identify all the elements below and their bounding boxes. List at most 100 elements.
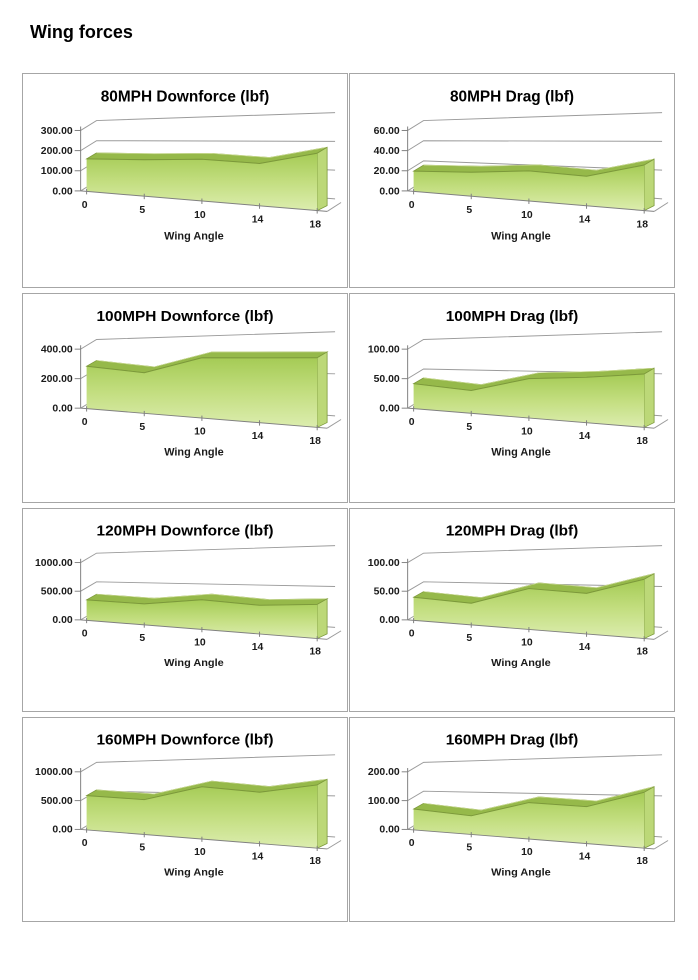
floor-right-edge (326, 840, 342, 850)
chart-panel[interactable]: 160MPH Downforce (lbf) 0.00 500.00 1000.00 0… (22, 717, 348, 922)
floor-right-edge (653, 202, 669, 212)
x-tick-label: 14 (579, 431, 591, 442)
area-side-face (643, 367, 655, 429)
x-tick-label: 5 (466, 843, 472, 854)
y-tick-label: 0.00 (379, 615, 400, 626)
x-tick-label: 10 (521, 427, 533, 438)
area-front-edge (413, 791, 645, 817)
y-tick-label: 0.00 (379, 825, 400, 836)
y-tick-label: 0.00 (379, 404, 400, 415)
gridline (407, 581, 663, 592)
chart-panel[interactable]: 80MPH Downforce (lbf) 0.00 100.00 200.00 300… (22, 73, 348, 288)
gridline (407, 790, 663, 802)
x-tick-label: 5 (466, 422, 472, 433)
x-axis-label: Wing Angle (491, 230, 551, 242)
gridline (407, 160, 663, 172)
x-axis-line (80, 828, 328, 850)
area-top-highlight (423, 158, 655, 171)
y-tick-label: 40.00 (374, 146, 400, 157)
page-title: Wing forces (30, 22, 133, 42)
x-axis-line (407, 407, 655, 429)
chart-title: 100MPH Downforce (lbf) (96, 308, 273, 325)
area-series (86, 153, 318, 211)
x-tick-label: 0 (82, 838, 88, 849)
area-top-highlight (96, 146, 328, 158)
chart-panel[interactable]: 160MPH Drag (lbf) 0.00 100.00 200.00 0 5 10 14 1… (349, 717, 675, 922)
gridline (407, 331, 663, 350)
y-tick-label: 200.00 (41, 146, 73, 157)
x-axis-label: Wing Angle (164, 230, 224, 242)
chart-title: 80MPH Drag (lbf) (450, 89, 574, 106)
chart-panel[interactable]: 80MPH Drag (lbf) 0.00 20.00 40.00 60.00 0 5 10 1… (349, 73, 675, 288)
chart-panel[interactable]: 100MPH Downforce (lbf) 0.00 200.00 400.00 0 5… (22, 293, 348, 503)
x-axis-label: Wing Angle (164, 657, 224, 669)
area-chart-svg: 100MPH Downforce (lbf) 0.00 200.00 400.00 0 5… (41, 308, 342, 459)
chart-panel[interactable]: 100MPH Drag (lbf) 0.00 50.00 100.00 0 5 10 14 18… (349, 293, 675, 503)
y-tick-label: 50.00 (374, 374, 400, 385)
x-tick-label: 10 (521, 638, 533, 649)
x-tick-label: 18 (309, 647, 321, 658)
x-tick-label: 18 (309, 219, 321, 230)
gridline (80, 140, 336, 152)
x-tick-label: 14 (252, 215, 264, 226)
x-tick-label: 10 (194, 210, 206, 221)
y-tick-label: 100.00 (368, 345, 400, 356)
x-axis-line (407, 619, 655, 640)
area-front-edge (413, 164, 645, 177)
gridline (407, 754, 663, 773)
x-tick-label: 18 (636, 436, 648, 447)
area-chart-svg: 100MPH Drag (lbf) 0.00 50.00 100.00 0 5 10 14 18… (368, 308, 669, 459)
chart-title: 120MPH Downforce (lbf) (97, 523, 274, 540)
gridline (80, 331, 336, 350)
x-tick-label: 18 (636, 856, 648, 867)
x-tick-label: 14 (579, 215, 591, 226)
y-tick-label: 100.00 (368, 796, 400, 807)
area-side-face (316, 598, 328, 640)
area-top-highlight (423, 573, 655, 598)
x-axis-line (80, 619, 328, 640)
floor-right-edge (326, 202, 342, 212)
gridline (80, 754, 336, 773)
x-tick-label: 0 (82, 417, 88, 428)
y-tick-label: 200.00 (41, 374, 73, 385)
gridline (80, 112, 336, 131)
area-top-highlight (423, 786, 655, 811)
y-tick-label: 100.00 (41, 166, 73, 177)
y-tick-label: 0.00 (379, 186, 399, 197)
chart-panel[interactable]: 120MPH Drag (lbf) 0.00 50.00 100.00 0 5 10 14 18… (349, 508, 675, 712)
area-front-edge (86, 152, 318, 164)
area-series (86, 357, 318, 428)
area-side-face (643, 785, 655, 849)
x-tick-label: 18 (636, 647, 648, 658)
floor-right-edge (653, 840, 669, 850)
area-chart-svg: 160MPH Drag (lbf) 0.00 100.00 200.00 0 5 10 14 1… (368, 732, 669, 879)
chart-panel[interactable]: 120MPH Downforce (lbf) 0.00 500.00 1000.00 0… (22, 508, 348, 712)
y-tick-label: 100.00 (368, 558, 400, 569)
area-top-highlight (423, 367, 655, 385)
gridline (407, 112, 663, 131)
x-tick-label: 0 (409, 200, 415, 211)
area-front-edge (86, 784, 318, 801)
x-tick-label: 5 (466, 205, 472, 216)
x-tick-label: 14 (579, 852, 591, 863)
y-tick-label: 50.00 (374, 587, 400, 598)
x-tick-label: 0 (409, 838, 415, 849)
y-tick-label: 0.00 (52, 825, 73, 836)
y-tick-label: 60.00 (374, 126, 400, 137)
y-tick-label: 200.00 (368, 767, 400, 778)
area-series (413, 374, 645, 428)
area-top-highlight (96, 593, 328, 600)
y-tick-label: 500.00 (41, 796, 73, 807)
x-axis-label: Wing Angle (164, 867, 224, 879)
area-chart-svg: 80MPH Drag (lbf) 0.00 20.00 40.00 60.00 0 5 10 1… (374, 89, 669, 242)
y-tick-label: 1000.00 (35, 558, 73, 569)
chart-title: 160MPH Drag (lbf) (446, 732, 579, 749)
area-side-face (643, 572, 655, 640)
chart-title: 80MPH Downforce (lbf) (101, 89, 270, 106)
x-tick-label: 5 (139, 633, 145, 644)
x-tick-label: 14 (252, 642, 264, 653)
area-series (86, 599, 318, 639)
area-chart-svg: 160MPH Downforce (lbf) 0.00 500.00 1000.00 0… (35, 732, 342, 879)
floor-right-edge (326, 630, 342, 640)
x-tick-label: 10 (521, 847, 533, 858)
